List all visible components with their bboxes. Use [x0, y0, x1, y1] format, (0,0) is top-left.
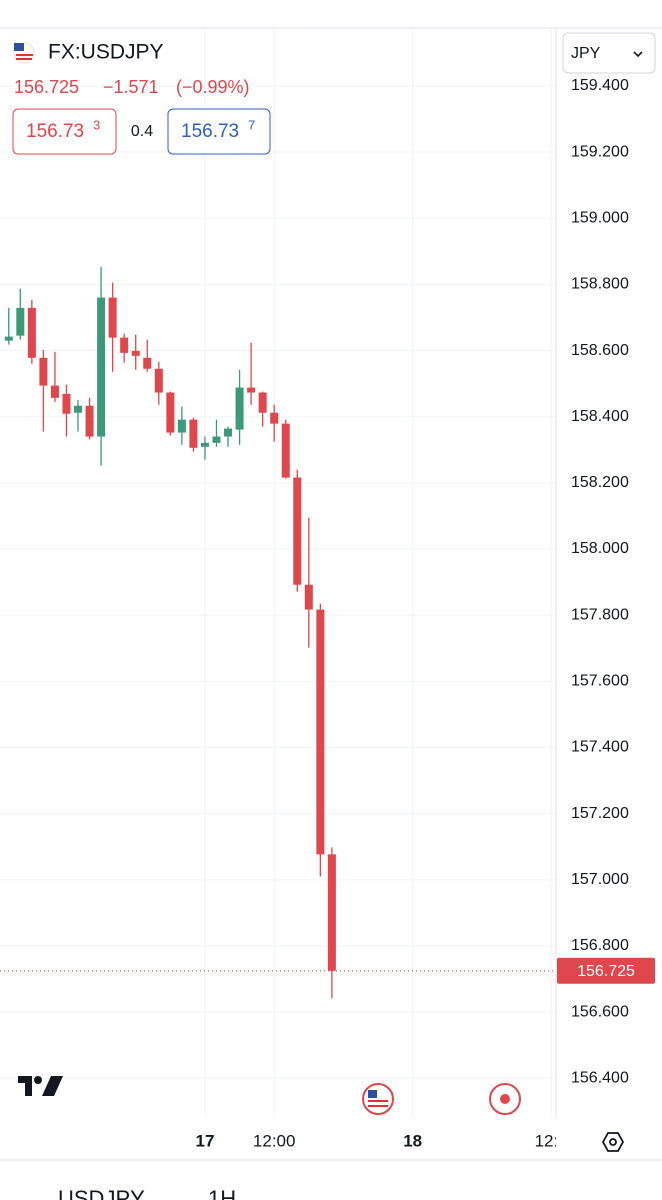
candle-body: [200, 442, 209, 447]
y-tick-label: 156.600: [571, 1003, 629, 1020]
candle-body: [74, 405, 83, 413]
change: −1.571: [103, 77, 159, 97]
change-pct: (−0.99%): [176, 77, 250, 97]
y-tick-label: 157.000: [571, 871, 629, 888]
y-tick-label: 157.400: [571, 739, 629, 756]
sell-button[interactable]: [12, 108, 117, 155]
candle-body: [304, 584, 313, 610]
dropdown-arrow: [633, 51, 643, 58]
flag-icon: [13, 42, 35, 64]
candle-body: [177, 419, 186, 433]
y-tick-label: 156.400: [571, 1070, 629, 1087]
candle-body: [224, 428, 233, 437]
bid-price: 156.73: [26, 121, 84, 142]
candle-body: [154, 368, 163, 393]
record-icon[interactable]: [489, 1083, 521, 1115]
y-tick-label: 159.200: [571, 143, 629, 160]
y-tick-label: 158.600: [571, 342, 629, 359]
y-tick-label: 157.200: [571, 805, 629, 822]
candle-body: [166, 392, 175, 433]
candle-body: [16, 307, 25, 336]
y-tick-label: 157.600: [571, 673, 629, 690]
candle-body: [212, 436, 221, 443]
y-tick-label: 159.000: [571, 209, 629, 226]
x-tick-label: 18: [403, 1131, 422, 1150]
candles: [4, 266, 336, 999]
candle-body: [270, 412, 279, 424]
settings-icon[interactable]: [601, 1132, 625, 1152]
x-tick-label: 12:00: [253, 1131, 296, 1150]
candle-body: [258, 392, 267, 413]
candle-body: [327, 854, 336, 971]
symbol[interactable]: FX:USDJPY: [48, 41, 164, 64]
candle-body: [85, 405, 94, 437]
candle-body: [97, 297, 106, 437]
candle-body: [281, 423, 290, 478]
y-tick-label: 158.800: [571, 276, 629, 293]
ask-price: 156.73: [181, 121, 239, 142]
overlay: 156.725: [0, 957, 655, 984]
events-icon[interactable]: [362, 1083, 394, 1115]
y-tick-label: 158.400: [571, 408, 629, 425]
candle-body: [27, 307, 36, 358]
last-price-tag: [557, 957, 655, 984]
candle-body: [62, 393, 71, 414]
lower-interval: 1H: [208, 1186, 236, 1200]
candle-body: [293, 477, 302, 585]
y-tick-label: 158.200: [571, 474, 629, 491]
bid-pip: 3: [93, 117, 100, 132]
candle-body: [247, 387, 256, 393]
candle-body: [189, 419, 198, 448]
candle-body: [50, 385, 59, 398]
y-tick-label: 157.800: [571, 606, 629, 623]
last-price-label: 156.725: [577, 963, 635, 980]
x-tick-label: 12:0: [535, 1131, 568, 1150]
currency: JPY: [571, 45, 601, 62]
x-tick-label: 17: [195, 1131, 214, 1150]
grid: [0, 28, 556, 1118]
tradingview-logo[interactable]: [18, 1076, 63, 1096]
price: 156.725: [14, 77, 79, 97]
candle-body: [108, 297, 117, 338]
currency-select[interactable]: [562, 32, 656, 74]
candle-body: [143, 357, 152, 369]
candle-body: [316, 609, 325, 855]
y-tick-label: 156.800: [571, 937, 629, 954]
candle-body: [235, 387, 244, 430]
ask-pip: 7: [248, 117, 255, 132]
candle-body: [4, 336, 13, 341]
candle-body: [39, 357, 48, 386]
y-tick-label: 158.000: [571, 540, 629, 557]
candle-body: [131, 350, 140, 356]
lower-symbol: USDJPY: [58, 1186, 145, 1200]
candle-body: [120, 337, 129, 353]
buy-button[interactable]: [167, 108, 271, 155]
y-tick-label: 159.400: [571, 77, 629, 94]
spread: 0.4: [131, 123, 153, 140]
